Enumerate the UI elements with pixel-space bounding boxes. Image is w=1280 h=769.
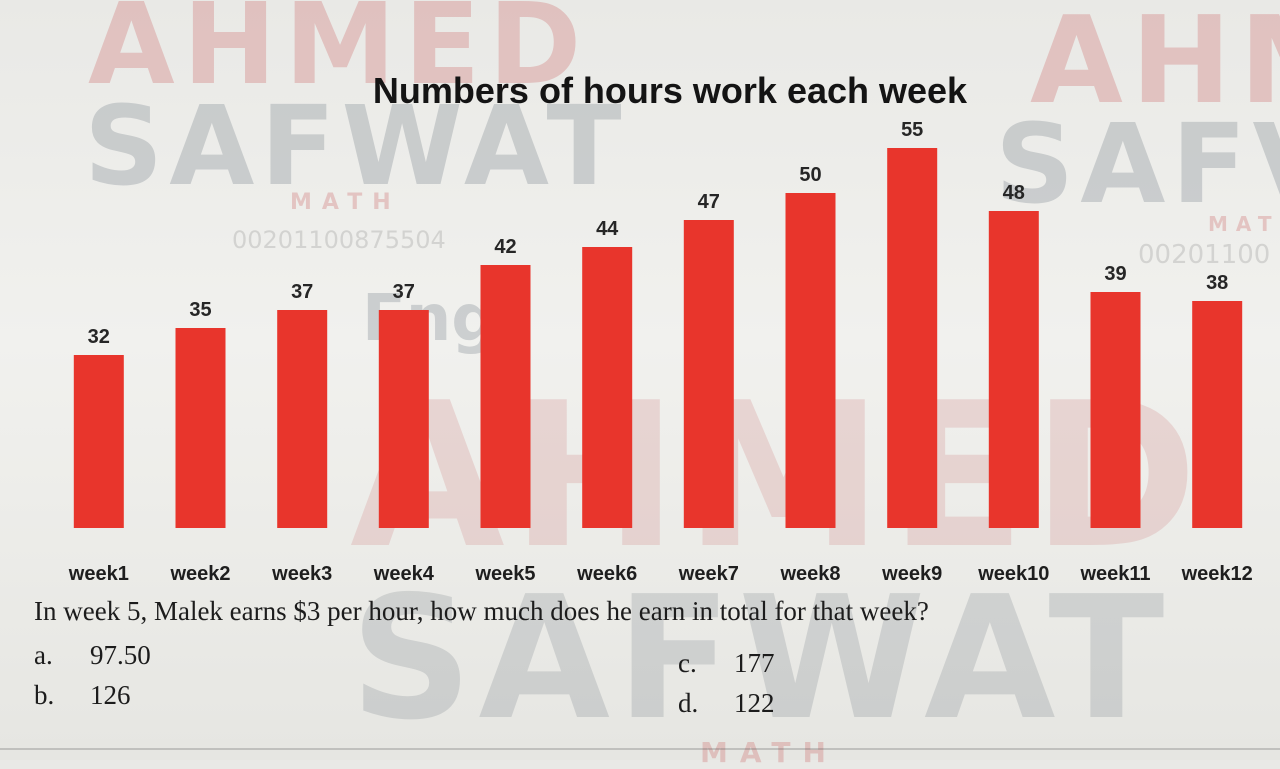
bars-group xyxy=(73,148,1243,528)
option-d-letter: d. xyxy=(678,688,699,718)
option-a-value: 97.50 xyxy=(90,640,151,670)
bar-week4 xyxy=(378,310,429,528)
option-c-value: 177 xyxy=(734,648,775,678)
category-label-week7: week7 xyxy=(678,563,739,585)
bar-week12 xyxy=(1192,301,1243,528)
value-label-week8: 50 xyxy=(799,164,821,186)
page-edge-line xyxy=(0,748,1280,750)
bar-week9 xyxy=(887,148,938,528)
value-label-week6: 44 xyxy=(596,218,619,240)
value-label-week4: 37 xyxy=(393,281,415,303)
category-label-week9: week9 xyxy=(881,563,942,585)
value-label-week3: 37 xyxy=(291,281,313,303)
option-a-letter: a. xyxy=(34,640,53,670)
category-label-week6: week6 xyxy=(576,563,637,585)
bar-week6 xyxy=(582,247,633,528)
bar-week5 xyxy=(480,265,531,528)
category-label-week4: week4 xyxy=(373,563,435,585)
value-label-week12: 38 xyxy=(1206,272,1228,294)
bar-week7 xyxy=(683,220,734,528)
category-label-week1: week1 xyxy=(68,563,129,585)
option-b-letter: b. xyxy=(34,680,55,710)
option-b-value: 126 xyxy=(90,680,131,710)
option-d-value: 122 xyxy=(734,688,775,718)
option-a[interactable]: a. 97.50 xyxy=(34,640,151,671)
category-label-week2: week2 xyxy=(169,563,230,585)
value-label-week7: 47 xyxy=(698,191,720,213)
value-labels-group: 32 35 37 37 42 44 47 50 55 48 39 38 xyxy=(88,119,1229,348)
category-label-week8: week8 xyxy=(779,563,840,585)
watermark-math-bottom: MATH xyxy=(700,736,838,769)
bar-chart: Numbers of hours work each week 32 35 37 37… xyxy=(68,70,1253,585)
value-label-week11: 39 xyxy=(1104,263,1126,285)
bar-week8 xyxy=(785,193,836,528)
bar-week11 xyxy=(1090,292,1141,528)
question-text: In week 5, Malek earns $3 per hour, how … xyxy=(34,596,929,626)
value-label-week2: 35 xyxy=(189,299,211,321)
option-b[interactable]: b. 126 xyxy=(34,680,131,711)
category-label-week10: week10 xyxy=(977,563,1049,585)
value-label-week1: 32 xyxy=(88,326,110,348)
bar-week2 xyxy=(175,328,226,528)
option-d[interactable]: d. 122 xyxy=(678,688,775,719)
bar-week10 xyxy=(988,211,1039,528)
category-labels-group: week1 week2 week3 week4 week5 week6 week7 week8… xyxy=(68,563,1253,585)
option-c[interactable]: c. 177 xyxy=(678,648,775,679)
bar-week3 xyxy=(277,310,328,528)
value-label-week5: 42 xyxy=(494,236,516,258)
category-label-week5: week5 xyxy=(474,563,535,585)
option-c-letter: c. xyxy=(678,648,697,678)
category-label-week3: week3 xyxy=(271,563,332,585)
category-label-week11: week11 xyxy=(1079,563,1150,585)
bar-week1 xyxy=(73,355,124,528)
value-label-week10: 48 xyxy=(1003,182,1025,204)
category-label-week12: week12 xyxy=(1181,563,1253,585)
chart-title: Numbers of hours work each week xyxy=(373,70,968,111)
value-label-week9: 55 xyxy=(901,119,923,141)
